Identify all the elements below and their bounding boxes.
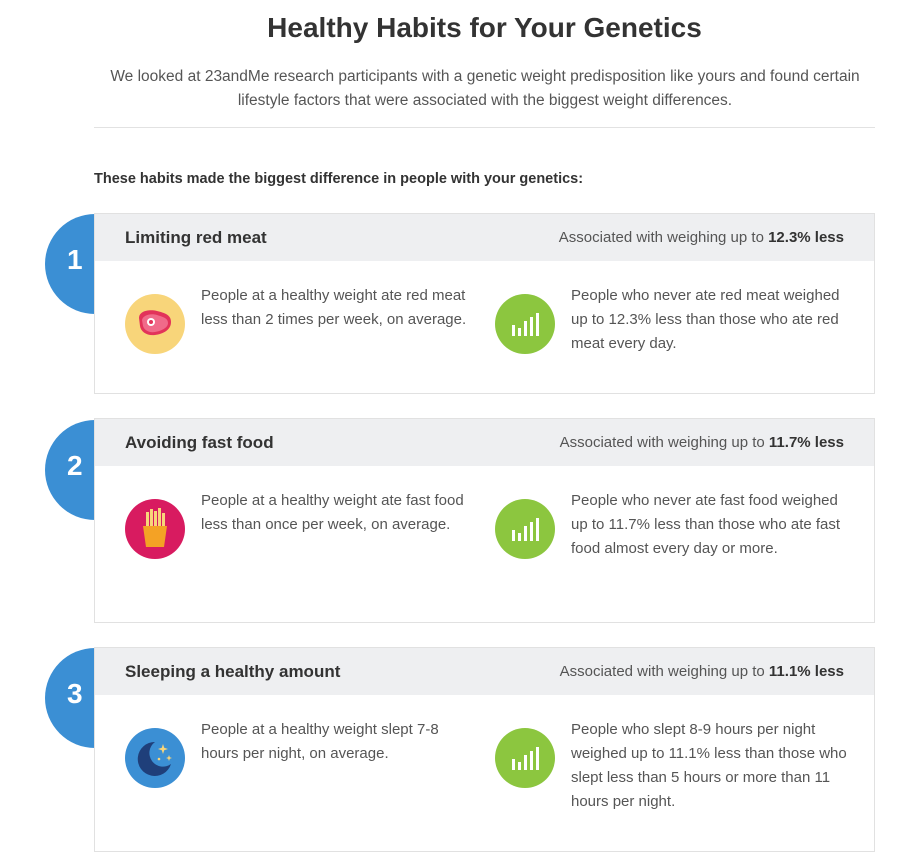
habit-card-header: Sleeping a healthy amount Associated wit…	[95, 648, 874, 695]
habit-left-text: People at a healthy weight ate red meat …	[201, 287, 467, 328]
habit-left-column: People at a healthy weight ate red meat …	[125, 287, 475, 354]
habit-left-column: People at a healthy weight ate fast food…	[125, 492, 475, 559]
habit-left-text: People at a healthy weight slept 7-8 hou…	[201, 721, 439, 762]
page-title: Healthy Habits for Your Genetics	[267, 12, 702, 43]
habit-right-column: People who never ate red meat weighed up…	[495, 287, 855, 356]
habit-card-header: Avoiding fast food Associated with weigh…	[95, 419, 874, 466]
habit-card-sleep: Sleeping a healthy amount Associated wit…	[94, 647, 875, 852]
steak-icon	[125, 294, 185, 354]
habit-right-column: People who slept 8-9 hours per night wei…	[495, 721, 855, 814]
fries-icon	[125, 499, 185, 559]
bar-chart-icon	[495, 294, 555, 354]
habit-right-text: People who never ate red meat weighed up…	[571, 287, 840, 352]
section-heading: These habits made the biggest difference…	[94, 171, 584, 187]
habit-percent: 12.3% less	[768, 229, 844, 246]
habit-title: Sleeping a healthy amount	[125, 661, 341, 681]
habit-association: Associated with weighing up to 11.7% les…	[559, 434, 844, 451]
habit-association: Associated with weighing up to 12.3% les…	[558, 229, 844, 246]
habit-title: Limiting red meat	[125, 227, 267, 247]
intro-text: We looked at 23andMe research participan…	[110, 68, 860, 109]
divider	[94, 127, 875, 128]
bar-chart-icon	[495, 499, 555, 559]
habit-left-text: People at a healthy weight ate fast food…	[201, 492, 464, 533]
habit-right-text: People who never ate fast food weighed u…	[571, 492, 841, 557]
bar-chart-icon	[495, 728, 555, 788]
habit-association: Associated with weighing up to 11.1% les…	[559, 663, 844, 680]
habit-left-column: People at a healthy weight slept 7-8 hou…	[125, 721, 475, 788]
habit-right-column: People who never ate fast food weighed u…	[495, 492, 855, 561]
habit-right-text: People who slept 8-9 hours per night wei…	[571, 721, 847, 810]
habit-percent: 11.1% less	[768, 663, 844, 680]
habit-card-red-meat: Limiting red meat Associated with weighi…	[94, 213, 875, 394]
habit-card-fast-food: Avoiding fast food Associated with weigh…	[94, 418, 875, 623]
moon-stars-icon	[125, 728, 185, 788]
habit-percent: 11.7% less	[768, 434, 844, 451]
habit-card-header: Limiting red meat Associated with weighi…	[95, 214, 874, 261]
habit-title: Avoiding fast food	[125, 432, 274, 452]
